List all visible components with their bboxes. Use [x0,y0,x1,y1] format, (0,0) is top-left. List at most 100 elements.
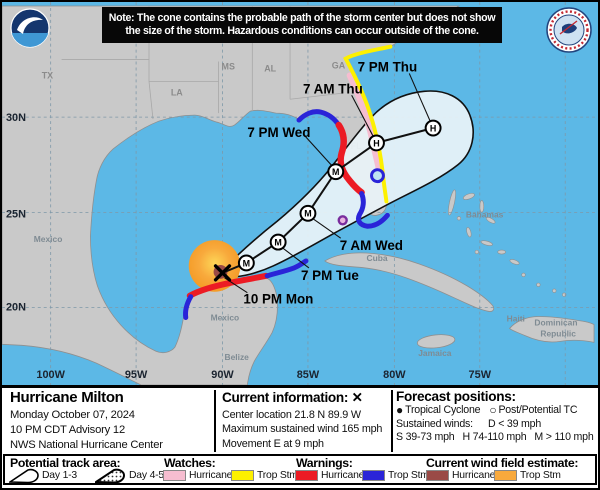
hurricane-wind-field-swatch [426,470,449,481]
current-position-marker [213,264,232,282]
nws-logo [546,7,592,58]
time-label-7pm-tue: 7 PM Tue [301,268,359,283]
state-label-tx: TX [42,70,53,80]
current-info-title-text: Current information: [222,390,349,405]
legend-bar: Potential track area: Day 1-3 Day 4-5 Wa… [3,454,597,485]
hurricane-warning-yucatan [186,272,270,299]
day-4-5-cone-icon [95,468,126,484]
marker-letter: H [373,138,379,148]
mainland-landmass [2,5,461,385]
place-label-cuba: Cuba [367,253,388,263]
state-label-al: AL [264,63,276,73]
hurricane-watch-label: Hurricane [189,470,233,481]
trop-stm-warning-label: Trop Stm [388,470,429,481]
storm-date: Monday October 07, 2024 [10,409,135,421]
trop-stm-warning-panhandle [296,109,342,128]
wind-category-d: D < 39 mph [488,417,542,430]
wind-category-s: S 39-73 mph [396,431,455,444]
post-potential-tc-label: Post/Potential TC [498,404,578,416]
lon-label-85w: 85W [297,369,320,381]
banner-line-1: Note: The cone contains the probable pat… [108,11,496,24]
marker-letter: M [304,209,311,219]
forecast-positions-panel: Forecast positions: ● Tropical Cyclone ○… [396,389,598,445]
time-label-10pm-mon: 10 PM Mon [243,292,313,307]
cuba-island [324,252,495,312]
time-label-7pm-wed: 7 PM Wed [247,125,310,140]
lon-label-80w: 80W [383,369,406,381]
state-label-la: LA [171,87,183,97]
trop-stm-warning-yucatan-west [183,294,194,321]
time-label-7pm-thu: 7 PM Thu [358,59,418,74]
place-label-belize: Belize [225,352,250,362]
jamaica-island [416,334,456,349]
hurricane-warning-label: Hurricane [321,470,365,481]
panel-divider-2 [391,390,393,452]
tropical-cyclone-label: Tropical Cyclone [405,404,481,416]
noaa-logo-graphic [10,8,50,48]
marker-letter: M [243,258,250,268]
forecast-positions-title: Forecast positions: [396,389,516,404]
place-label-republic: Republic [540,328,576,338]
warnings-title: Warnings: [296,456,353,470]
lat-label-30n: 30N [6,112,26,124]
panel-divider-1 [214,390,216,452]
current-information-panel: Current information: ✕ Center location 2… [222,390,389,451]
post-potential-tc-icon: ○ [489,403,497,417]
noaa-logo [10,8,50,53]
hurricane-watch-swatch [163,470,186,481]
forecast-map: TX LA MS AL GA FL Mexico Mexico Belize C… [2,2,598,388]
dry-tortugas-marker [337,215,348,226]
trop-stm-watch-east-coast [343,44,393,204]
hurricane-wind-field-label: Hurricane [452,470,496,481]
watches-title: Watches: [164,456,216,470]
forecast-point-markers: M M M M H H [237,119,442,272]
marker-letter: M [332,167,339,177]
trop-stm-warning-swatch [362,470,385,481]
day-1-3-label: Day 1-3 [42,470,77,481]
storm-x-symbol: ✕ [351,390,363,405]
trop-stm-watch-label: Trop Stm [257,470,298,481]
place-label-mexico-2: Mexico [211,313,240,323]
storm-agency: NWS National Hurricane Center [10,438,163,451]
place-label-jamaica: Jamaica [418,348,452,358]
banner-line-2: the size of the storm. Hazardous conditi… [125,25,479,37]
state-label-ms: MS [222,61,235,71]
place-label-mexico-1: Mexico [34,234,63,244]
map-canvas: TX LA MS AL GA FL Mexico Mexico Belize C… [2,2,598,385]
storm-title: Hurricane Milton [10,389,124,406]
place-label-haiti: Haiti [507,314,525,324]
hispaniola-island [509,316,595,343]
center-location: Center location 21.8 N 89.9 W [222,409,361,421]
wind-field-title: Current wind field estimate: [426,456,579,470]
wind-category-h: H 74-110 mph [462,431,527,444]
lat-label-25n: 25N [6,208,26,220]
tropical-cyclone-icon: ● [396,403,404,417]
lon-label-100w: 100W [36,369,65,381]
lat-label-20n: 20N [6,302,26,314]
marker-letter: M [274,237,281,247]
time-label-7am-wed: 7 AM Wed [340,238,403,253]
place-label-bahamas: Bahamas [466,209,504,219]
sustained-winds-label: Sustained winds: [396,417,473,430]
trop-stm-watch-swatch [231,470,254,481]
lon-label-75w: 75W [469,369,492,381]
place-label-dominican: Dominican [534,317,577,327]
movement: Movement E at 9 mph [222,437,324,450]
trop-stm-wind-field-swatch [494,470,517,481]
trop-stm-wind-field-label: Trop Stm [520,470,561,481]
storm-info-panel: Hurricane Milton Monday October 07, 2024… [10,389,212,452]
lake-okeechobee-warning-ring [370,168,385,184]
day-1-3-cone-icon [9,468,39,484]
trop-stm-warning-keys [356,191,390,229]
nws-logo-graphic [546,7,592,53]
cone-disclaimer-banner: Note: The cone contains the probable pat… [102,7,502,43]
hurricane-warning-swatch [295,470,318,481]
potential-track-title: Potential track area: [10,456,121,470]
current-info-title: Current information: ✕ [222,390,389,406]
lon-label-90w: 90W [211,369,234,381]
lon-label-95w: 95W [125,369,148,381]
wind-category-m: M > 110 mph [534,431,594,444]
bahamas-islands [448,189,567,297]
time-label-7am-thu: 7 AM Thu [303,81,363,96]
max-sustained-wind: Maximum sustained wind 165 mph [222,423,383,436]
